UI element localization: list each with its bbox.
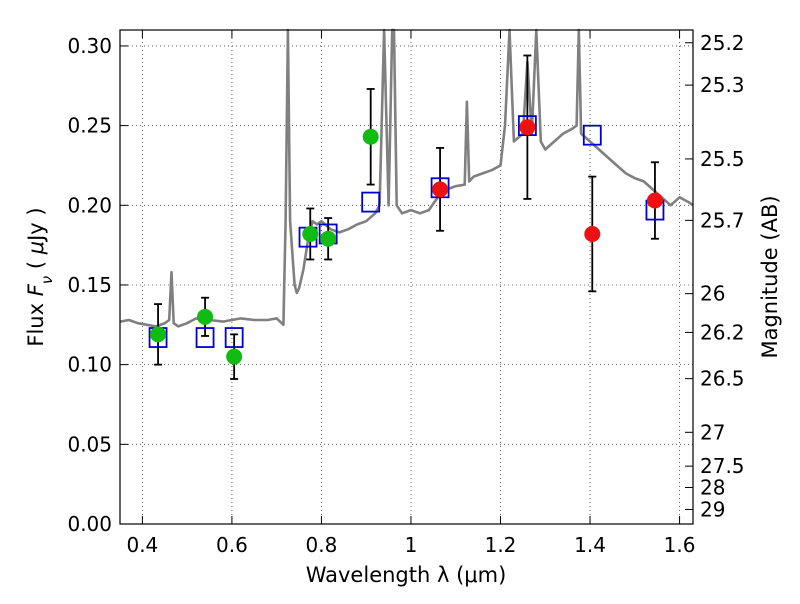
optical-photometry-point [150,326,167,343]
y-tick-label: 0.05 [67,432,112,456]
spectrum-series [119,28,694,328]
x-axis-ticks: 0.4 0.6 0.8 1 1.2 1.4 1.6 [126,30,695,557]
infrared-photometry-point [432,181,449,198]
magnitude-axis-label: Magnitude (AB) [758,195,782,358]
infrared-photometry-point [519,119,536,136]
optical-photometry-point [226,348,243,365]
model-spectrum-line [119,28,694,328]
magnitude-tick-label: 27.5 [700,454,745,478]
model-photometry-square [582,124,602,146]
magnitude-tick-label: 26.2 [700,320,745,344]
x-axis-label: Wavelength λ (μm) [306,563,507,587]
magnitude-tick-label: 27 [700,420,725,444]
infrared-photometry-point [584,225,601,242]
magnitude-tick-label: 29 [700,497,725,521]
magnitude-tick-label: 26.5 [700,367,745,391]
model-photometry-square [361,191,381,213]
magnitude-tick-label: 25.3 [700,73,745,97]
x-tick-label: 1.4 [574,533,606,557]
y-tick-label: 0.20 [67,193,112,217]
photometry-markers [150,119,663,365]
y-tick-label: 0.30 [67,34,112,58]
optical-photometry-point [362,128,379,145]
x-tick-label: 1.2 [485,533,517,557]
magnitude-tick-label: 28 [700,475,725,499]
y-tick-label: 0.10 [67,353,112,377]
y-tick-label: 0.00 [67,512,112,536]
x-tick-label: 0.4 [126,533,158,557]
optical-photometry-point [320,230,337,247]
plot-frame [119,29,694,525]
grid [120,30,693,525]
magnitude-tick-label: 25.5 [700,147,745,171]
magnitude-tick-label: 25.2 [700,31,745,55]
magnitude-tick-label: 26 [700,282,725,306]
infrared-photometry-point [646,192,663,209]
y-tick-label: 0.25 [67,114,112,138]
x-tick-label: 1 [405,533,418,557]
x-tick-label: 0.8 [306,533,338,557]
y-tick-label: 0.15 [67,273,112,297]
y-axis-label: Flux Fν ( μJy ) [24,207,56,346]
magnitude-tick-label: 25.7 [700,208,745,232]
x-tick-label: 0.6 [216,533,248,557]
model-photometry-square [195,327,215,348]
error-bars [154,54,659,380]
x-tick-label: 1.6 [664,533,696,557]
model-photometry-square [224,327,244,348]
optical-photometry-point [197,308,214,325]
optical-photometry-point [302,225,319,242]
y-axis-ticks: 0.00 0.05 0.10 0.15 0.20 0.25 0.30 [67,34,128,536]
